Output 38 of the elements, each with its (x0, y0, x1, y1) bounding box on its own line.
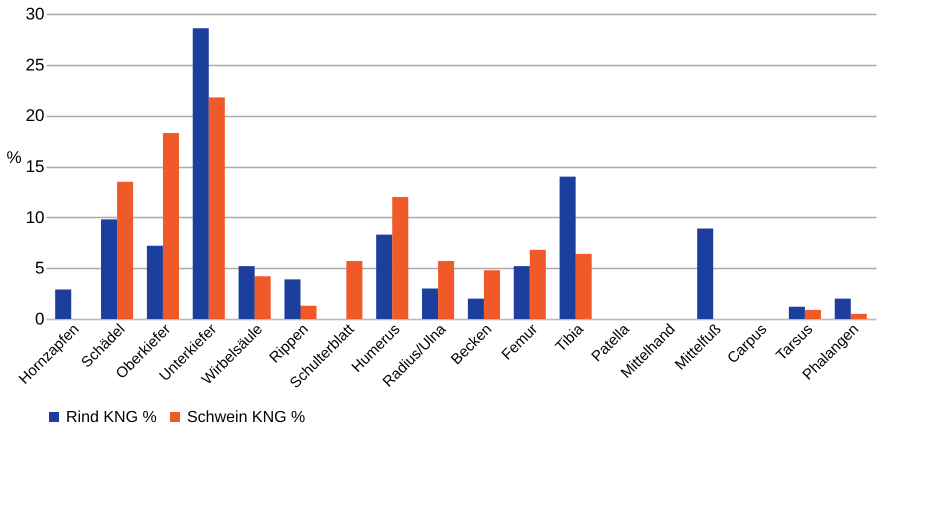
legend-label: Rind KNG % (66, 409, 157, 426)
bar (300, 306, 317, 319)
bar (576, 254, 592, 319)
bar (804, 310, 821, 319)
bar (514, 266, 530, 319)
y-axis-title: % (6, 148, 22, 167)
y-tick-label: 25 (26, 55, 44, 74)
bar (208, 97, 225, 319)
bar (117, 182, 134, 319)
y-tick-label: 5 (35, 258, 44, 278)
bar (392, 197, 408, 319)
bar (254, 276, 271, 319)
bar (834, 298, 851, 319)
bar (422, 288, 438, 319)
bar (484, 270, 500, 319)
bar (162, 132, 179, 319)
y-tick-label: 10 (26, 208, 44, 227)
bar (346, 261, 362, 319)
y-tick-label: 20 (26, 106, 44, 126)
y-tick-label: 0 (35, 310, 44, 328)
bar (788, 306, 805, 319)
bar (376, 234, 392, 319)
x-tick-label: Tibia (552, 320, 588, 356)
bar (560, 176, 576, 319)
bar (146, 246, 163, 319)
bar (55, 290, 72, 319)
legend-label: Schwein KNG % (187, 409, 306, 426)
y-tick-label: 15 (26, 157, 44, 176)
bar (101, 219, 118, 319)
bar (238, 266, 255, 319)
bar (468, 298, 484, 319)
bar (697, 228, 714, 319)
bar (438, 261, 454, 319)
bar (192, 28, 209, 319)
bar (530, 250, 546, 319)
y-tick-label: 30 (26, 4, 44, 24)
bar (850, 314, 867, 319)
bar (284, 279, 301, 319)
